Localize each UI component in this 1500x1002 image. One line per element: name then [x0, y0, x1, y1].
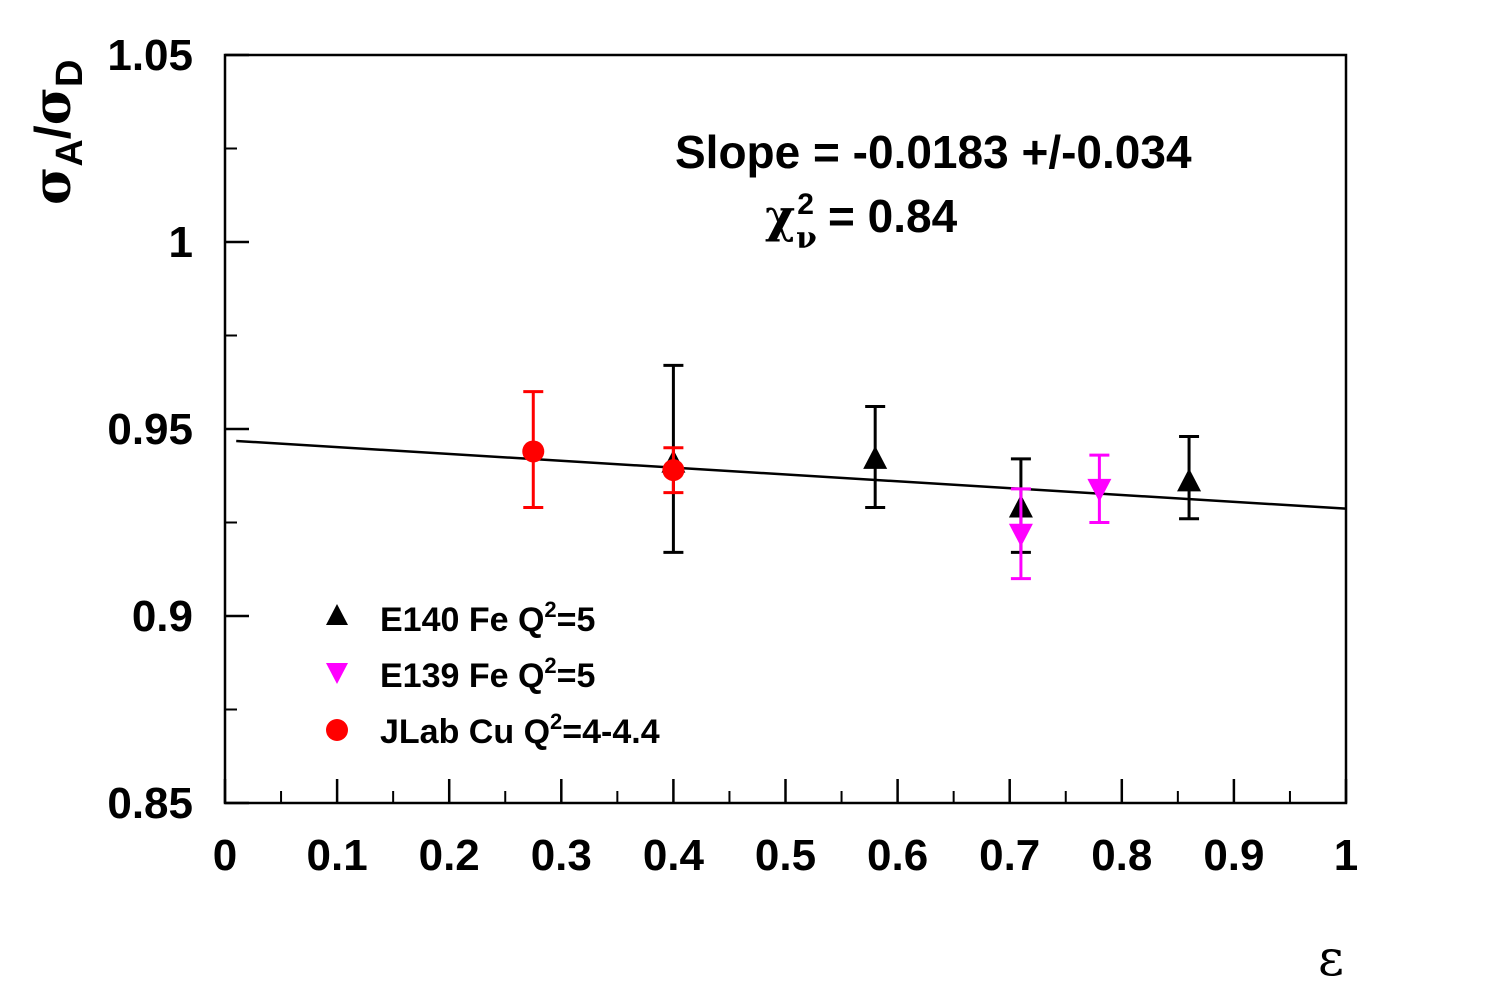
legend-marker-e140: [326, 604, 348, 625]
y-tick-label: 1.05: [107, 31, 193, 80]
data-points: [522, 363, 1202, 581]
y-tick-label: 0.95: [107, 405, 193, 454]
y-label-sub-d: D: [49, 60, 91, 87]
chi-superscript: 2: [797, 188, 814, 221]
y-axis-ticks: [225, 53, 249, 805]
x-tick-label: 0.1: [307, 831, 368, 880]
y-tick-label: 0.9: [132, 592, 193, 641]
legend-marker-e139: [326, 663, 348, 684]
legend-marker-jlab: [326, 719, 348, 741]
x-tick-label: 0.5: [755, 831, 816, 880]
slope-annotation: Slope = -0.0183 +/-0.034: [675, 126, 1192, 178]
chi-value: = 0.84: [828, 190, 958, 242]
x-tick-label: 0.2: [419, 831, 480, 880]
x-tick-label: 0.9: [1203, 831, 1264, 880]
marker-triangle-up: [1177, 468, 1202, 492]
data-point-s2-p1: [662, 446, 685, 495]
y-label-sub-a: A: [49, 139, 91, 166]
x-tick-label: 0.8: [1091, 831, 1152, 880]
data-point-s1-p1: [1087, 453, 1112, 524]
x-axis-tick-labels: 0 0.1 0.2 0.3 0.4 0.5 0.6 0.7 0.8 0.9 1: [213, 831, 1358, 880]
y-label-sigma-a: σ: [22, 167, 83, 205]
fit-line: [236, 439, 1347, 510]
x-tick-label: 0.4: [643, 831, 705, 880]
chi-subscript: ν: [796, 221, 817, 256]
marker-triangle-up: [863, 445, 888, 469]
data-point-s0-p3: [1177, 434, 1202, 521]
marker-triangle-down: [1087, 478, 1112, 502]
data-point-s1-p0: [1008, 487, 1033, 581]
y-tick-label: 0.85: [107, 779, 193, 828]
x-tick-label: 0.3: [531, 831, 592, 880]
x-tick-label: 0: [213, 831, 237, 880]
data-point-s0-p1: [863, 405, 888, 510]
x-tick-label: 0.6: [867, 831, 928, 880]
y-label-slash: /: [25, 125, 81, 139]
legend-label-jlab: JLab Cu Q2=4-4.4: [380, 709, 660, 751]
y-label-sigma-d: σ: [22, 87, 83, 125]
x-axis-ticks: [223, 779, 1348, 803]
x-tick-label: 0.7: [979, 831, 1040, 880]
y-axis-label: σA/σD: [22, 60, 91, 206]
y-axis-tick-labels: 0.85 0.9 0.95 1 1.05: [107, 31, 193, 828]
marker-triangle-down: [1008, 523, 1033, 547]
legend-label-e139: E139 Fe Q2=5: [380, 653, 595, 695]
legend-label-e140: E140 Fe Q2=5: [380, 597, 595, 639]
chi-symbol: χ: [765, 189, 795, 243]
marker-circle: [522, 440, 545, 463]
x-tick-label: 1: [1334, 831, 1358, 880]
marker-circle: [662, 459, 685, 482]
y-tick-label: 1: [169, 218, 193, 267]
legend: E140 Fe Q2=5 E139 Fe Q2=5 JLab Cu Q2=4-4…: [326, 597, 660, 751]
x-axis-label: ε: [1318, 929, 1344, 987]
data-point-s2-p0: [522, 390, 545, 510]
chi-square-annotation: χ2 ν = 0.84: [765, 188, 958, 256]
